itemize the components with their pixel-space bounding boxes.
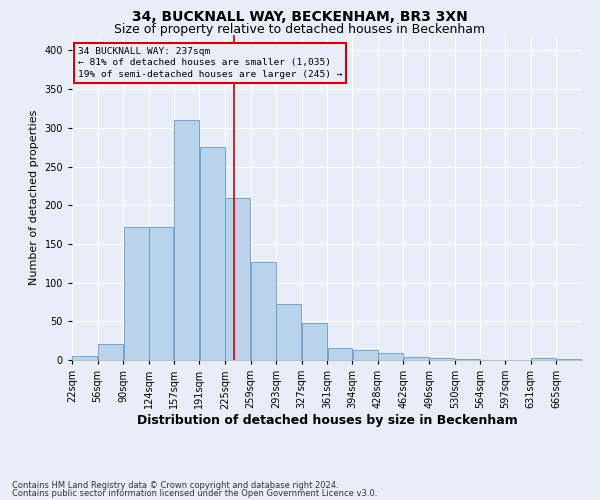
Bar: [225, 198, 250, 360]
Bar: [404, 357, 429, 360]
Bar: [531, 358, 556, 360]
Bar: [277, 304, 301, 360]
Text: 34 BUCKNALL WAY: 237sqm
← 81% of detached houses are smaller (1,035)
19% of semi: 34 BUCKNALL WAY: 237sqm ← 81% of detache…: [78, 46, 343, 79]
Bar: [455, 359, 480, 360]
Bar: [557, 359, 581, 360]
Bar: [124, 227, 149, 360]
Text: 34, BUCKNALL WAY, BECKENHAM, BR3 3XN: 34, BUCKNALL WAY, BECKENHAM, BR3 3XN: [132, 10, 468, 24]
Bar: [149, 227, 173, 360]
Bar: [98, 344, 123, 360]
Bar: [302, 323, 327, 360]
Bar: [251, 262, 276, 360]
Bar: [174, 120, 199, 360]
Bar: [73, 356, 97, 360]
Bar: [378, 353, 403, 360]
Bar: [430, 358, 454, 360]
Text: Contains HM Land Registry data © Crown copyright and database right 2024.: Contains HM Land Registry data © Crown c…: [12, 480, 338, 490]
Text: Contains public sector information licensed under the Open Government Licence v3: Contains public sector information licen…: [12, 489, 377, 498]
X-axis label: Distribution of detached houses by size in Beckenham: Distribution of detached houses by size …: [137, 414, 517, 427]
Bar: [353, 350, 377, 360]
Bar: [200, 147, 224, 360]
Bar: [328, 348, 352, 360]
Y-axis label: Number of detached properties: Number of detached properties: [29, 110, 39, 285]
Text: Size of property relative to detached houses in Beckenham: Size of property relative to detached ho…: [115, 22, 485, 36]
